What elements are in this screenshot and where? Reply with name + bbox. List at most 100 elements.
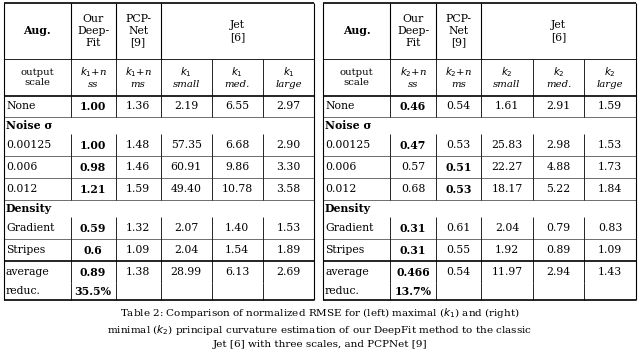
Text: 9.86: 9.86 [225,162,250,172]
Text: 1.48: 1.48 [126,141,150,150]
Text: 0.012: 0.012 [325,184,356,194]
Text: 1.46: 1.46 [126,162,150,172]
Text: 0.68: 0.68 [401,184,425,194]
Text: 0.83: 0.83 [598,223,622,233]
Text: Jet [6] with three scales, and PCPNet [9]: Jet [6] with three scales, and PCPNet [9… [212,340,428,349]
Text: 6.68: 6.68 [225,141,250,150]
Text: $k_2$
small: $k_2$ small [493,65,520,89]
Text: 2.04: 2.04 [495,223,519,233]
Text: 0.54: 0.54 [446,267,470,277]
Text: $k_2$
large: $k_2$ large [597,65,623,89]
Text: $k_1$
large: $k_1$ large [275,65,301,89]
Text: 25.83: 25.83 [492,141,522,150]
Text: 1.00: 1.00 [80,140,106,151]
Text: 2.98: 2.98 [547,141,571,150]
Text: 1.89: 1.89 [276,245,301,255]
Text: Stripes: Stripes [325,245,364,255]
Text: $k_1$
small: $k_1$ small [172,65,200,89]
Text: output
scale: output scale [20,68,54,87]
Text: 0.79: 0.79 [547,223,571,233]
Text: 1.53: 1.53 [276,223,301,233]
Text: $k_1$+n
ss: $k_1$+n ss [79,65,107,89]
Text: 1.32: 1.32 [126,223,150,233]
Text: Gradient: Gradient [325,223,373,233]
Text: 1.61: 1.61 [495,102,519,111]
Text: PCP-
Net
[9]: PCP- Net [9] [125,15,151,48]
Text: 0.006: 0.006 [325,162,356,172]
Text: 2.07: 2.07 [174,223,198,233]
Text: 0.466: 0.466 [396,266,430,277]
Text: $k_1$+n
ms: $k_1$+n ms [125,65,152,89]
Text: reduc.: reduc. [325,286,360,297]
Text: PCP-
Net
[9]: PCP- Net [9] [445,15,472,48]
Text: 2.90: 2.90 [276,141,301,150]
Text: 2.04: 2.04 [174,245,198,255]
Text: 1.92: 1.92 [495,245,519,255]
Text: 13.7%: 13.7% [394,286,431,297]
Text: 11.97: 11.97 [492,267,522,277]
Text: reduc.: reduc. [6,286,41,297]
Text: 1.40: 1.40 [225,223,250,233]
Text: 57.35: 57.35 [171,141,202,150]
Text: 1.59: 1.59 [126,184,150,194]
Text: 0.53: 0.53 [446,141,470,150]
Text: 1.43: 1.43 [598,267,622,277]
Text: 0.61: 0.61 [446,223,470,233]
Text: Jet
[6]: Jet [6] [230,20,245,42]
Text: 1.21: 1.21 [80,184,106,195]
Text: 0.51: 0.51 [445,162,472,173]
Text: Our
Deep-
Fit: Our Deep- Fit [77,15,109,48]
Text: Jet
[6]: Jet [6] [551,20,566,42]
Text: 10.78: 10.78 [221,184,253,194]
Text: 0.55: 0.55 [446,245,470,255]
Text: Density: Density [325,203,371,214]
Text: $k_1$
med.: $k_1$ med. [225,65,250,89]
Text: 2.69: 2.69 [276,267,301,277]
Text: 0.53: 0.53 [445,184,472,195]
Text: 3.58: 3.58 [276,184,301,194]
Text: Table 2: Comparison of normalized RMSE for (left) maximal ($k_1$) and (right): Table 2: Comparison of normalized RMSE f… [120,306,520,320]
Text: 1.53: 1.53 [598,141,622,150]
Text: 1.59: 1.59 [598,102,622,111]
Text: $k_2$+n
ss: $k_2$+n ss [399,65,426,89]
Text: output
scale: output scale [340,68,374,87]
Text: $k_2$
med.: $k_2$ med. [546,65,572,89]
Text: 0.6: 0.6 [84,245,102,256]
Text: 60.91: 60.91 [170,162,202,172]
Text: 1.38: 1.38 [126,267,150,277]
Text: 2.97: 2.97 [276,102,301,111]
Text: 0.31: 0.31 [400,245,426,256]
Text: $k_2$+n
ms: $k_2$+n ms [445,65,472,89]
Text: 22.27: 22.27 [492,162,522,172]
Text: 35.5%: 35.5% [75,286,111,297]
Text: 5.22: 5.22 [547,184,571,194]
Text: 0.89: 0.89 [80,266,106,277]
Text: average: average [6,267,50,277]
Text: 4.88: 4.88 [547,162,571,172]
Text: 0.98: 0.98 [80,162,106,173]
Text: 0.89: 0.89 [547,245,571,255]
Text: Density: Density [6,203,52,214]
Text: Aug.: Aug. [343,25,371,36]
Text: 6.55: 6.55 [225,102,250,111]
Text: 1.84: 1.84 [598,184,622,194]
Text: 2.19: 2.19 [174,102,198,111]
Text: 1.54: 1.54 [225,245,250,255]
Text: 2.94: 2.94 [547,267,571,277]
Text: 0.57: 0.57 [401,162,425,172]
Text: Noise σ: Noise σ [325,120,371,131]
Text: Stripes: Stripes [6,245,45,255]
Text: average: average [325,267,369,277]
Text: 28.99: 28.99 [171,267,202,277]
Text: Gradient: Gradient [6,223,54,233]
Text: 1.36: 1.36 [126,102,150,111]
Text: 18.17: 18.17 [492,184,522,194]
Text: Aug.: Aug. [24,25,51,36]
Text: 2.91: 2.91 [547,102,571,111]
Text: 1.09: 1.09 [598,245,622,255]
Text: 3.30: 3.30 [276,162,301,172]
Text: 6.13: 6.13 [225,267,250,277]
Text: 49.40: 49.40 [171,184,202,194]
Text: 1.09: 1.09 [126,245,150,255]
Text: minimal ($k_2$) principal curvature estimation of our DeepFit method to the clas: minimal ($k_2$) principal curvature esti… [108,323,532,337]
